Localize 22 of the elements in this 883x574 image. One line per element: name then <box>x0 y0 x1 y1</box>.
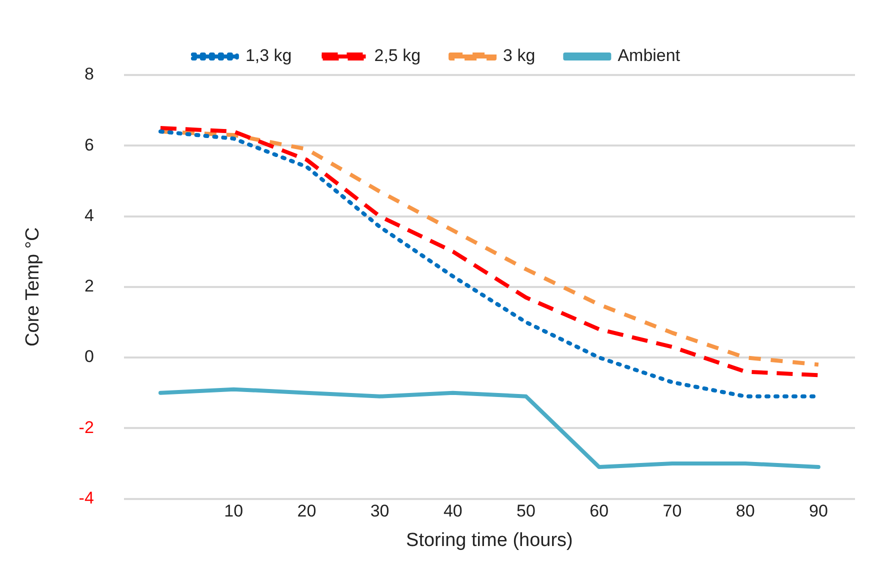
legend-label: 3 kg <box>503 46 536 66</box>
x-tick-label: 70 <box>662 502 682 521</box>
legend-label: Ambient <box>618 46 680 66</box>
x-tick-label: 90 <box>808 502 828 521</box>
y-tick-label: 8 <box>84 64 94 84</box>
y-tick-label: 4 <box>84 206 94 225</box>
x-tick-label: 40 <box>443 502 462 521</box>
legend-label: 2,5 kg <box>374 46 421 66</box>
x-tick-label: 60 <box>590 502 609 521</box>
x-axis-title: Storing time (hours) <box>406 530 573 551</box>
x-tick-label: 20 <box>297 502 316 521</box>
x-tick-label: 50 <box>516 502 536 521</box>
legend-label: 1,3 kg <box>245 46 292 66</box>
y-tick-label: 2 <box>84 276 94 296</box>
y-tick-label: -4 <box>78 488 94 508</box>
y-tick-label: 6 <box>84 135 94 154</box>
y-axis-title: Core Temp °C <box>22 227 44 346</box>
x-tick-label: 10 <box>224 502 244 521</box>
y-tick-label: -2 <box>78 418 94 437</box>
x-tick-label: 80 <box>736 502 755 521</box>
x-tick-label: 30 <box>370 502 390 521</box>
y-tick-label: 0 <box>84 347 94 366</box>
